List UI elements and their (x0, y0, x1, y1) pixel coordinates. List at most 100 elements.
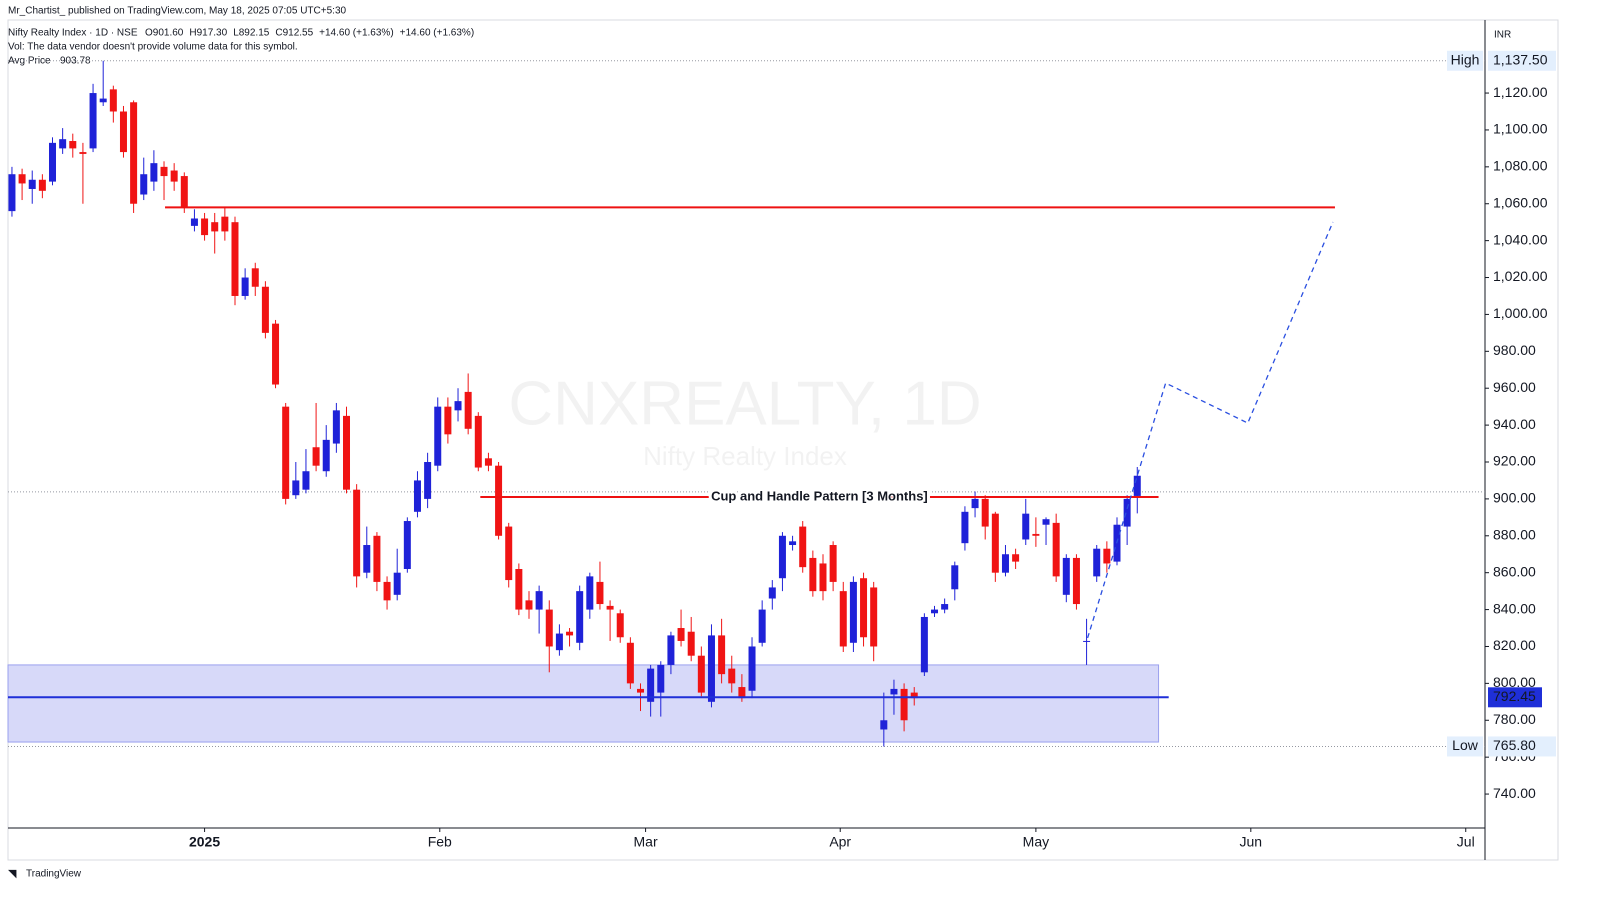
candle-body (18, 174, 26, 184)
candle-body (211, 222, 219, 232)
candle-body (626, 642, 634, 684)
level-label: Cup and Handle Pattern [3 Months] (711, 488, 928, 503)
candle-body (332, 410, 340, 444)
candle-body (1022, 513, 1030, 540)
candle-body (282, 406, 290, 499)
candle-body (28, 179, 36, 189)
brand-logo: ◥ (8, 868, 17, 880)
candle-body (728, 668, 736, 684)
candle-body (647, 668, 655, 702)
y-tick-label: 860.00 (1493, 563, 1536, 579)
candle-body (535, 591, 543, 610)
candle-body (768, 587, 776, 599)
y-tick-label: 940.00 (1493, 416, 1536, 432)
candle-body (941, 604, 949, 610)
support-zone (7, 664, 1160, 743)
candle-body (566, 631, 574, 636)
candle-body (160, 166, 168, 177)
candle-body (251, 268, 259, 287)
candle-body (758, 609, 766, 643)
candle-body (424, 462, 432, 499)
candle-body (819, 563, 827, 592)
frame (7, 19, 1559, 861)
candle-body (1052, 522, 1060, 577)
candle-body (170, 170, 178, 182)
candle-body (201, 218, 209, 236)
candle-body (322, 439, 330, 472)
candle-body (464, 391, 472, 429)
candle-body (343, 415, 351, 490)
x-tick-label: May (1023, 834, 1049, 850)
candle-body (454, 401, 462, 411)
x-tick-label: Jun (1240, 834, 1263, 850)
y-tick-label: 800.00 (1493, 674, 1536, 690)
candle-body (413, 480, 421, 512)
candle-body (829, 545, 837, 582)
candle-body (545, 609, 553, 647)
candle-body (707, 635, 715, 702)
candle-body (718, 635, 726, 675)
marker-value-box (1488, 736, 1556, 757)
candle-body (951, 565, 959, 590)
candle-body (657, 664, 665, 693)
candle-body (99, 98, 107, 103)
candle-body (59, 139, 67, 149)
candle-body (1072, 557, 1080, 605)
candle-body (292, 480, 300, 496)
candle-body (748, 646, 756, 691)
candle-body (1032, 533, 1040, 536)
candle-body (1083, 640, 1091, 642)
y-tick-label: 880.00 (1493, 526, 1536, 542)
y-tick-label: 900.00 (1493, 490, 1536, 506)
x-tick-label: Apr (829, 834, 851, 850)
candle-body (383, 581, 391, 601)
ohlc-value: +14.60 (+1.63%) (319, 28, 394, 39)
marker-value: 1,137.50 (1493, 51, 1548, 67)
candle-body (302, 471, 310, 490)
watermark-subtitle: Nifty Realty Index (643, 441, 847, 471)
y-tick-label: 1,100.00 (1493, 121, 1548, 137)
y-tick-label: 740.00 (1493, 785, 1536, 801)
y-tick-label: 1,020.00 (1493, 268, 1548, 284)
y-tick-label: 1,080.00 (1493, 158, 1548, 174)
candle-body (180, 176, 188, 208)
candle-body (119, 111, 127, 153)
ohlc-value: O901.60 (145, 28, 184, 39)
candle-body (484, 458, 492, 466)
candle-body (495, 465, 503, 536)
candle-body (961, 511, 969, 544)
candle-body (981, 498, 989, 527)
marker-value-box (1488, 50, 1556, 71)
candle-body (444, 406, 452, 435)
candle-body (1093, 548, 1101, 577)
candle-body (474, 415, 482, 468)
candle-body (677, 628, 685, 641)
candle-body (616, 613, 624, 638)
x-tick-label: Feb (428, 834, 452, 850)
brand: TradingView (26, 869, 82, 880)
candle-body (525, 600, 533, 610)
candle-body (920, 616, 928, 673)
ohlc-value: +14.60 (+1.63%) (400, 28, 475, 39)
candle-body (221, 216, 229, 232)
candle-body (1123, 498, 1131, 527)
y-tick-label: 960.00 (1493, 379, 1536, 395)
candle-body (637, 688, 645, 693)
candle-body (849, 581, 857, 643)
candle-body (1012, 554, 1020, 562)
avg-price-value: 903.78 (60, 56, 91, 67)
candle-body (870, 587, 878, 647)
candle-body (8, 174, 16, 212)
x-tick-label: 2025 (189, 834, 220, 850)
candle-body (880, 720, 888, 730)
candle-body (890, 688, 898, 695)
candle-body (789, 541, 797, 546)
y-tick-label: 1,000.00 (1493, 305, 1548, 321)
candle-body (150, 163, 158, 182)
candle-body (434, 406, 442, 466)
candle-body (900, 688, 908, 721)
candle-body (353, 489, 361, 577)
candle-body (910, 692, 918, 699)
